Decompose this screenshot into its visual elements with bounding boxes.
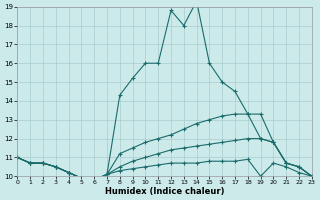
X-axis label: Humidex (Indice chaleur): Humidex (Indice chaleur): [105, 187, 224, 196]
